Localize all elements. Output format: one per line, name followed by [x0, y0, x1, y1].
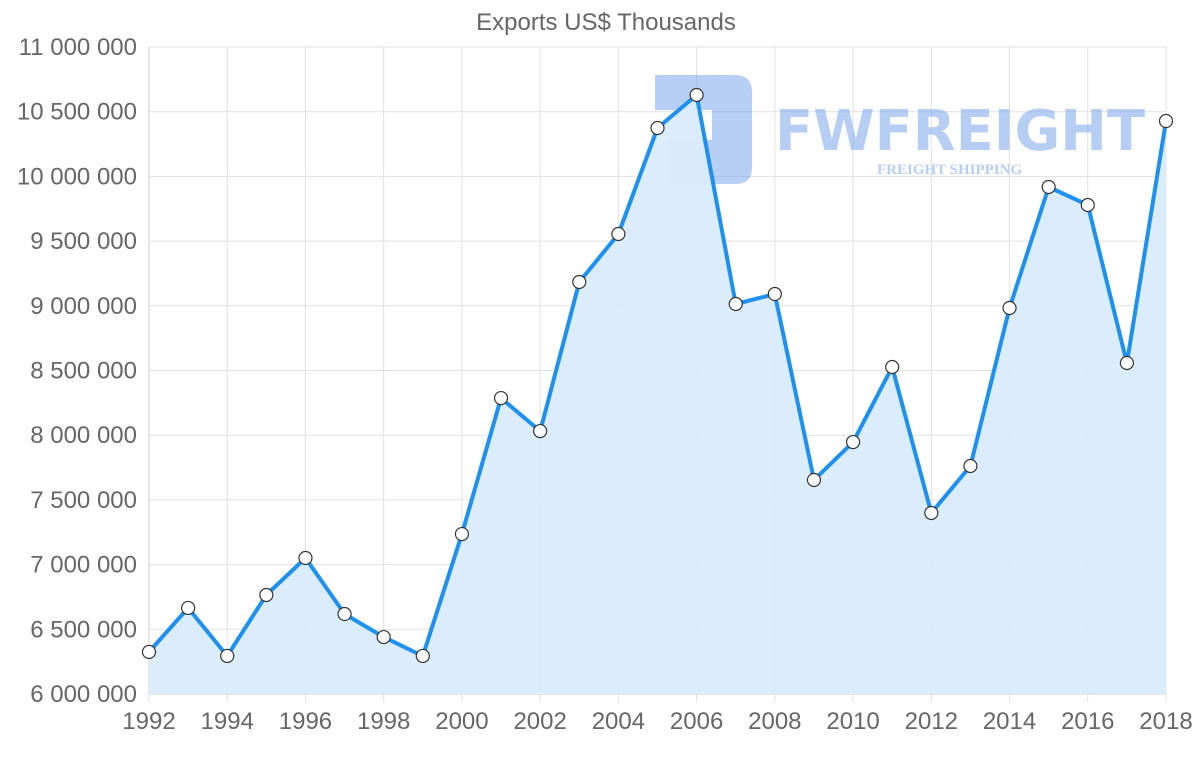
data-point — [611, 226, 626, 242]
data-point — [141, 644, 157, 660]
data-point — [337, 606, 352, 622]
y-axis-ticks: 6 000 000 6 500 000 7 000 000 7 500 000 8 00… — [17, 34, 137, 708]
data-point — [533, 423, 548, 439]
data-point — [845, 434, 861, 450]
x-tick-label: 2000 — [435, 708, 488, 735]
data-point — [963, 458, 978, 474]
data-point — [689, 87, 704, 103]
data-point — [454, 526, 470, 542]
data-point — [1158, 113, 1174, 129]
chart-title: Exports US$ Thousands — [476, 9, 736, 36]
data-point — [572, 274, 587, 290]
data-point — [806, 472, 822, 488]
x-axis-ticks: 1992 1994 1996 1998 2000 2002 2004 2006 2008 2010… — [122, 708, 1192, 735]
data-point — [181, 600, 196, 616]
x-tick-label: 2008 — [748, 708, 801, 735]
y-tick-label: 9 500 000 — [30, 228, 137, 255]
x-tick-label: 2006 — [670, 708, 723, 735]
y-tick-label: 11 000 000 — [19, 34, 137, 61]
x-tick-label: 1996 — [279, 708, 332, 735]
y-tick-label: 9 000 000 — [30, 293, 137, 320]
watermark-logo: FWFREIGHT FREIGHT SHIPPING — [655, 75, 1145, 184]
x-tick-label: 1994 — [201, 708, 254, 735]
data-point — [415, 648, 430, 664]
x-tick-label: 2012 — [905, 708, 958, 735]
x-tick-label: 2004 — [592, 708, 645, 735]
data-point — [493, 390, 509, 406]
data-points — [141, 87, 1174, 664]
data-point — [220, 648, 235, 664]
y-tick-label: 6 000 000 — [30, 681, 137, 708]
data-point — [1080, 197, 1095, 213]
series-area — [149, 95, 1166, 694]
y-tick-label: 8 500 000 — [30, 358, 137, 385]
x-tick-label: 2018 — [1139, 708, 1192, 735]
y-tick-label: 8 000 000 — [30, 422, 137, 449]
data-point — [1002, 300, 1017, 316]
x-tick-label: 1992 — [122, 708, 175, 735]
x-tick-label: 2002 — [513, 708, 566, 735]
data-point — [1119, 355, 1134, 371]
x-tick-label: 2010 — [826, 708, 879, 735]
data-point — [259, 587, 274, 603]
svg-text:FREIGHT SHIPPING: FREIGHT SHIPPING — [877, 162, 1022, 178]
y-tick-label: 10 500 000 — [17, 99, 137, 126]
x-tick-label: 1998 — [357, 708, 410, 735]
y-tick-label: 10 000 000 — [17, 163, 137, 190]
data-point — [767, 286, 782, 302]
y-tick-label: 6 500 000 — [30, 616, 137, 643]
data-point — [924, 505, 939, 521]
data-point — [298, 550, 313, 566]
x-tick-label: 2014 — [983, 708, 1036, 735]
y-tick-label: 7 500 000 — [30, 487, 137, 514]
data-point — [728, 296, 743, 312]
data-point — [885, 359, 900, 375]
data-point — [376, 629, 391, 645]
data-point — [650, 120, 665, 136]
data-point — [1041, 179, 1056, 195]
x-tick-label: 2016 — [1061, 708, 1114, 735]
svg-text:FWFREIGHT: FWFREIGHT — [775, 99, 1145, 164]
y-tick-label: 7 000 000 — [30, 552, 137, 579]
